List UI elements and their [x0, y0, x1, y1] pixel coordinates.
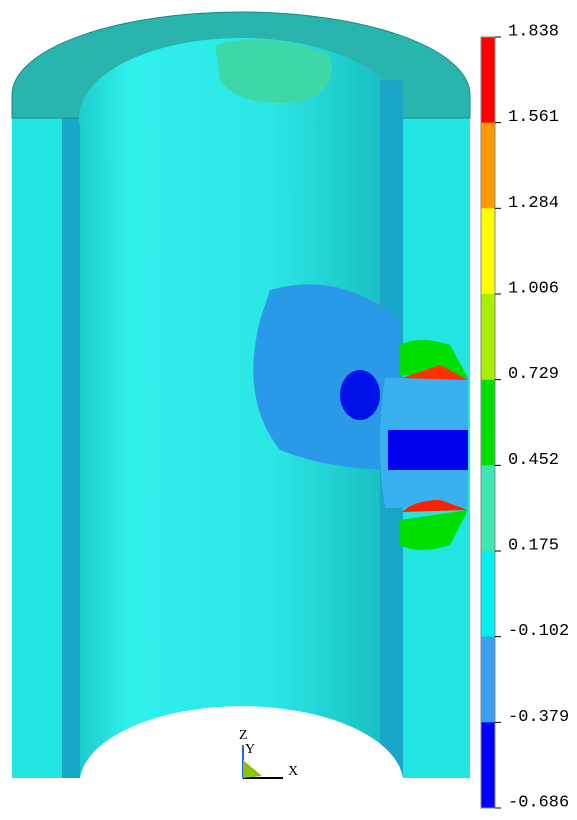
legend-label: -0.379 — [508, 708, 569, 727]
legend-band — [481, 637, 495, 723]
legend-label: 1.284 — [508, 194, 559, 213]
legend-label: 0.175 — [508, 536, 559, 555]
legend-label: 0.452 — [508, 451, 559, 470]
legend-label: -0.102 — [508, 622, 569, 641]
legend-label: -0.686 — [508, 793, 569, 812]
legend-band — [481, 294, 495, 380]
contour-view: Z Y X 1.838 1.561 1.284 1.006 0.729 0.452 0.17… — [0, 0, 577, 820]
legend: 1.838 1.561 1.284 1.006 0.729 0.452 0.175 -0.10… — [481, 22, 569, 812]
page: Z Y X 1.838 1.561 1.284 1.006 0.729 0.452 0.17… — [0, 0, 577, 820]
dark-blob — [340, 370, 380, 420]
slot-band — [388, 430, 468, 470]
y-label: Y — [245, 742, 255, 757]
blue-region — [253, 284, 400, 470]
legend-band — [481, 123, 495, 209]
left-wall-edge — [62, 80, 80, 778]
model — [12, 12, 470, 778]
legend-band — [481, 551, 495, 637]
legend-label: 1.838 — [508, 22, 559, 41]
legend-label: 0.729 — [508, 365, 559, 384]
legend-band — [481, 465, 495, 551]
legend-label: 1.561 — [508, 108, 559, 127]
x-label: X — [288, 764, 298, 779]
legend-band — [481, 722, 495, 808]
legend-label: 1.006 — [508, 279, 559, 298]
legend-band — [481, 208, 495, 294]
legend-band — [481, 380, 495, 466]
legend-band — [481, 37, 495, 123]
z-label: Z — [239, 728, 248, 743]
